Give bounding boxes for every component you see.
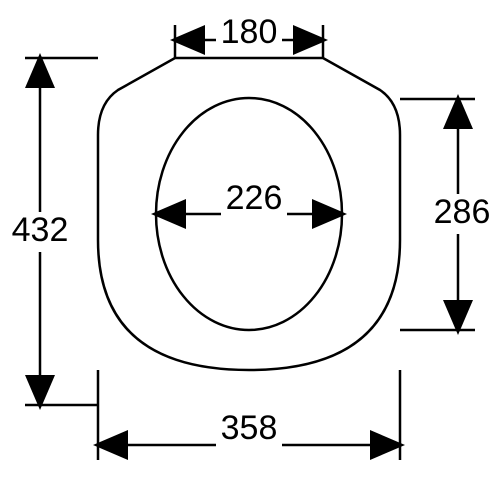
right-height-label: 286 [434, 193, 491, 231]
left-height-label: 432 [12, 211, 69, 249]
bottom-width-label: 358 [221, 409, 278, 447]
top-width-label: 180 [221, 13, 278, 51]
inner-width-label: 226 [226, 179, 283, 217]
technical-drawing: 180 226 358 432 286 [0, 0, 500, 500]
